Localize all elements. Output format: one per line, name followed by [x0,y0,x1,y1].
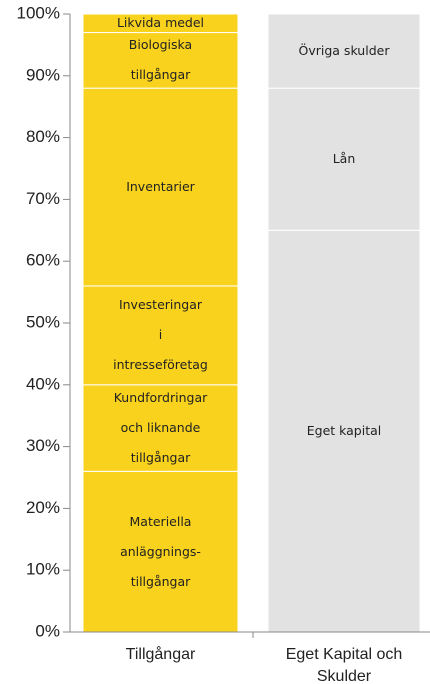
y-tick-label: 100% [17,3,60,22]
y-tick-label: 70% [26,189,60,208]
y-tick-label: 60% [26,251,60,270]
bar-segment [267,229,421,633]
y-tick-label: 80% [26,127,60,146]
segment-label: Investeringar i intresseföretag [113,297,208,373]
y-tick-label: 30% [26,436,60,455]
y-tick-label: 20% [26,498,60,517]
y-tick-label: 90% [26,65,60,84]
segment-label: Materiella anläggnings- tillgångar [120,513,201,589]
x-tick-label: Tillgångar [125,646,196,663]
bar-segment [82,470,239,633]
bar-segment [82,285,239,386]
segment-label: Likvida medel [116,15,205,31]
segment-label: Biologiska tillgångar [128,37,193,83]
y-tick-label: 0% [35,621,60,640]
bar-segment [82,87,239,287]
bar-segment [82,13,239,34]
segment-label: Eget kapital [306,423,382,439]
segment-label: Lån [332,151,356,167]
segment-label: Övriga skulder [298,43,390,59]
x-tick-label: Eget Kapital och Skulder [285,646,403,684]
y-tick-label: 10% [26,560,60,579]
bar-segment [267,13,421,89]
y-tick-label: 40% [26,374,60,393]
bar-segment [267,87,421,231]
segment-label: Kundfordringar och liknande tillgångar [113,390,208,466]
segment-label: Inventarier [126,179,195,195]
bar-segment [82,384,239,472]
y-tick-label: 50% [26,312,60,331]
